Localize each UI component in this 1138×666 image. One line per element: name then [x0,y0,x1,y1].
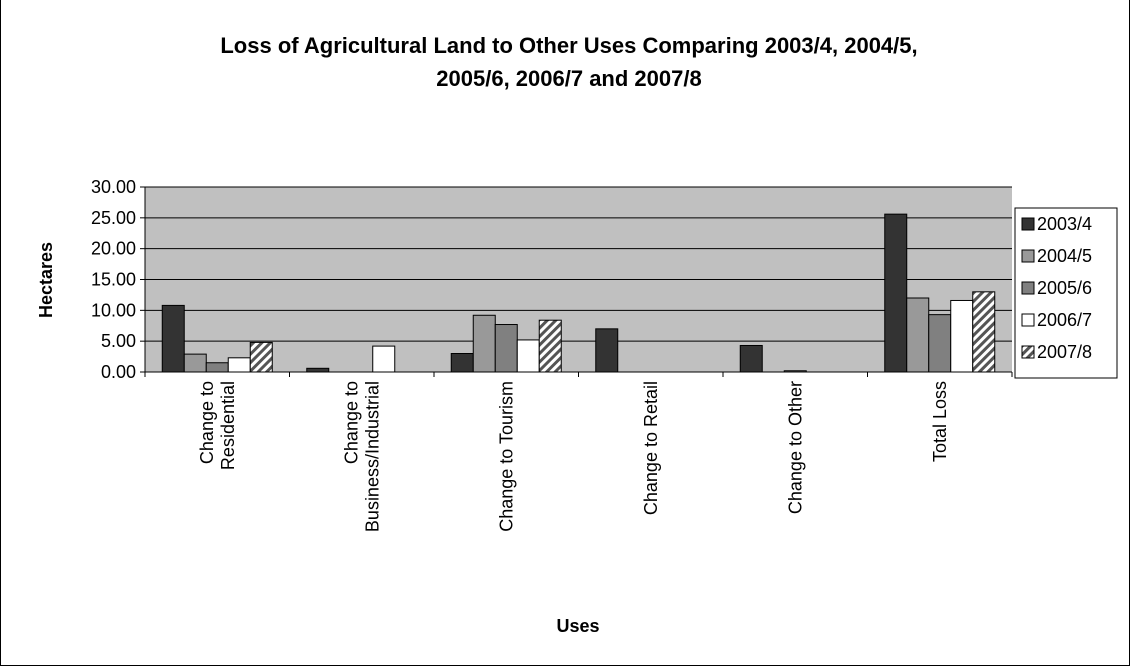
bar-2005-6-cat-5 [928,314,952,373]
gridlines [145,186,1012,342]
legend-label: 2007/8 [1037,342,1092,362]
x-tick-label: Change to Other [785,381,805,514]
x-tick-label: Change to [341,381,361,464]
legend-label: 2004/5 [1037,246,1092,266]
bars [161,213,996,373]
y-tick-label: 30.00 [91,177,136,197]
bar-2005-6-cat-2 [494,324,518,373]
x-tick-label: Change to Tourism [496,381,516,532]
legend-label: 2003/4 [1037,214,1092,234]
y-tick-label: 10.00 [91,300,136,320]
chart-title-line-2: 2005/6, 2006/7 and 2007/8 [436,66,701,91]
x-tick-label: Change to [197,381,217,464]
bar-2003-4-cat-5 [884,213,908,373]
y-tick-label: 25.00 [91,208,136,228]
x-axis-title: Uses [556,616,599,636]
bar-2007-8-cat-5 [972,291,996,373]
bar-2003-4-cat-2 [450,353,474,373]
legend-label: 2006/7 [1037,310,1092,330]
chart-title-line-1: Loss of Agricultural Land to Other Uses … [220,33,917,58]
bar-2005-6-cat-0 [205,362,229,373]
legend-label: 2005/6 [1037,278,1092,298]
bar-2003-4-cat-1 [306,367,330,373]
x-tick-label: Residential [218,381,238,470]
legend-swatch [1021,345,1035,359]
bar-2004-5-cat-0 [183,353,207,373]
y-tick-label: 0.00 [101,362,136,382]
legend-swatch [1021,217,1035,231]
y-tick-labels: 0.00 5.00 10.00 15.00 20.00 25.00 30.00 [91,177,136,382]
bar-2006-7-cat-5 [950,299,974,373]
x-tick-label: Business/Industrial [362,381,382,532]
y-axis-title: Hectares [36,242,56,318]
legend-swatch [1021,281,1035,295]
x-tick-label: Total Loss [930,381,950,462]
bar-2003-4-cat-0 [161,304,185,373]
bar-2006-7-cat-2 [516,339,540,373]
x-tick-labels: Change to Residential Change to Business/In… [197,381,950,532]
bar-2007-8-cat-2 [538,319,562,373]
bar-2003-4-cat-4 [739,344,763,373]
axes [140,186,1013,377]
legend-swatch [1021,313,1035,327]
bar-2006-7-cat-1 [372,345,396,373]
y-tick-label: 20.00 [91,239,136,259]
bar-2007-8-cat-0 [249,341,273,373]
bar-2003-4-cat-3 [595,328,619,373]
y-tick-label: 5.00 [101,331,136,351]
y-tick-label: 15.00 [91,270,136,290]
x-tick-label: Change to Retail [641,381,661,515]
chart-title: Loss of Agricultural Land to Other Uses … [220,33,917,91]
bar-2006-7-cat-0 [227,357,251,373]
bar-2004-5-cat-5 [906,297,930,373]
legend: 2003/4 2004/5 2005/6 2006/7 2007/8 [1014,207,1118,379]
legend-swatch [1021,249,1035,263]
bar-2004-5-cat-2 [472,314,496,373]
